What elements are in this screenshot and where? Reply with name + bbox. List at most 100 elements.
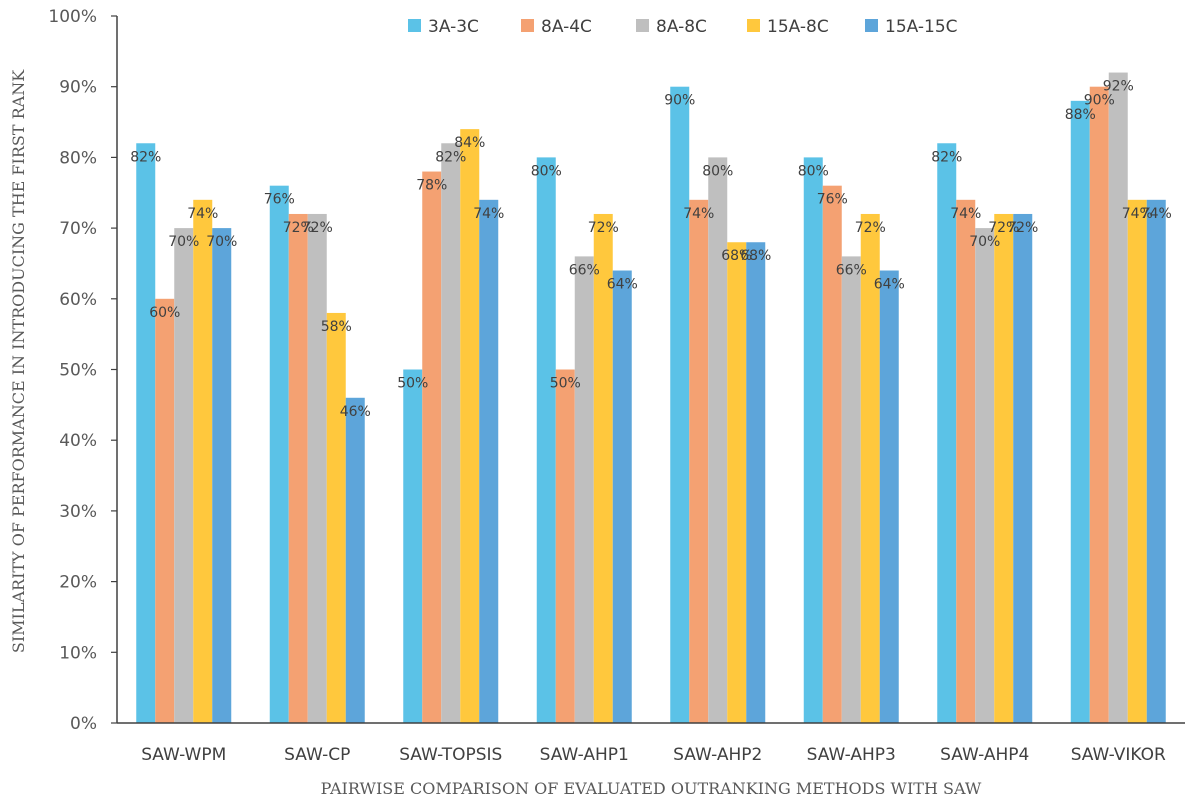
bar xyxy=(307,213,327,723)
bar xyxy=(1127,199,1147,723)
data-label: 82% xyxy=(435,149,466,165)
y-tick-label: 70% xyxy=(59,219,97,239)
x-category-label: SAW-CP xyxy=(284,745,350,765)
bar xyxy=(1089,86,1109,723)
bar xyxy=(403,369,423,723)
bar xyxy=(155,298,175,723)
data-label: 72% xyxy=(283,220,314,236)
data-label: 84% xyxy=(454,135,485,151)
y-tick-label: 80% xyxy=(59,148,97,168)
y-tick-label: 10% xyxy=(59,643,97,663)
bar xyxy=(460,129,480,723)
data-label: 68% xyxy=(721,248,752,264)
legend-swatch xyxy=(747,19,760,32)
y-tick-label: 40% xyxy=(59,431,97,451)
x-category-label: SAW-TOPSIS xyxy=(399,745,502,765)
data-label: 80% xyxy=(531,163,562,179)
data-label: 74% xyxy=(473,206,504,222)
bar xyxy=(822,185,842,723)
y-tick-label: 90% xyxy=(59,78,97,98)
bar xyxy=(479,199,499,723)
data-label: 78% xyxy=(416,178,447,194)
legend-label: 15A-15C xyxy=(885,17,958,37)
data-label: 64% xyxy=(607,277,638,293)
data-label: 88% xyxy=(1065,107,1096,123)
data-label: 64% xyxy=(874,277,905,293)
bar xyxy=(937,143,957,723)
data-label: 70% xyxy=(168,234,199,250)
data-label: 72% xyxy=(855,220,886,236)
bar xyxy=(841,256,861,723)
data-label: 66% xyxy=(569,262,600,278)
bar xyxy=(1013,213,1033,723)
bar xyxy=(269,185,289,723)
data-label: 74% xyxy=(950,206,981,222)
data-label: 50% xyxy=(397,376,428,392)
bar xyxy=(555,369,575,723)
x-category-label: SAW-AHP2 xyxy=(673,745,762,765)
y-tick-label: 60% xyxy=(59,290,97,310)
y-tick-label: 20% xyxy=(59,573,97,593)
legend-label: 15A-8C xyxy=(767,17,829,37)
data-label: 92% xyxy=(1103,79,1134,95)
bar xyxy=(345,397,365,723)
bar xyxy=(574,256,594,723)
x-category-label: SAW-WPM xyxy=(141,745,226,765)
x-category-label: SAW-VIKOR xyxy=(1071,745,1166,765)
bar xyxy=(670,86,690,723)
data-label: 70% xyxy=(206,234,237,250)
x-category-label: SAW-AHP3 xyxy=(807,745,896,765)
bar xyxy=(1070,100,1090,724)
x-axis-categories: SAW-WPM SAW-CP SAW-TOPSIS SAW-AHP1 SAW-AHP2 S… xyxy=(141,745,1166,765)
bars xyxy=(136,72,1166,724)
x-category-label: SAW-AHP1 xyxy=(540,745,629,765)
bar xyxy=(746,242,766,724)
bar xyxy=(803,157,823,723)
legend-swatch xyxy=(408,19,421,32)
legend-label: 8A-8C xyxy=(656,17,707,37)
bar xyxy=(422,171,442,724)
bar xyxy=(956,199,976,723)
bar xyxy=(326,312,346,723)
y-tick-label: 0% xyxy=(70,714,97,734)
legend-swatch xyxy=(865,19,878,32)
legend: 3A-3C 8A-4C 8A-8C 15A-8C 15A-15C xyxy=(408,17,958,37)
legend-swatch xyxy=(636,19,649,32)
data-label: 60% xyxy=(149,305,180,321)
y-tick-label: 50% xyxy=(59,361,97,381)
bar xyxy=(860,213,880,723)
data-label: 76% xyxy=(264,192,295,208)
bar xyxy=(975,228,995,723)
y-tick-label: 30% xyxy=(59,502,97,522)
data-labels: 82%60%70%74%70%76%72%72%58%46%50%78%82%8… xyxy=(130,79,1172,420)
data-label: 70% xyxy=(969,234,1000,250)
data-label: 76% xyxy=(817,192,848,208)
data-label: 66% xyxy=(836,262,867,278)
data-label: 82% xyxy=(931,149,962,165)
bar xyxy=(689,199,709,723)
data-label: 58% xyxy=(321,319,352,335)
bar xyxy=(727,242,747,724)
bar xyxy=(593,213,613,723)
bar xyxy=(879,270,899,723)
data-label: 72% xyxy=(1007,220,1038,236)
bar xyxy=(136,143,156,723)
bar xyxy=(441,143,461,723)
bar xyxy=(1108,72,1128,723)
x-category-label: SAW-AHP4 xyxy=(940,745,1029,765)
bar xyxy=(212,228,232,723)
data-label: 74% xyxy=(1122,206,1153,222)
data-label: 74% xyxy=(683,206,714,222)
data-label: 74% xyxy=(1141,206,1172,222)
data-label: 72% xyxy=(302,220,333,236)
data-label: 80% xyxy=(702,163,733,179)
data-label: 46% xyxy=(340,404,371,420)
data-label: 80% xyxy=(798,163,829,179)
data-label: 72% xyxy=(988,220,1019,236)
bar xyxy=(1146,199,1166,723)
y-axis-ticks: 0% 10% 20% 30% 40% 50% 60% 70% 80% 90% 100% xyxy=(48,7,117,734)
legend-label: 3A-3C xyxy=(428,17,479,37)
data-label: 90% xyxy=(1084,93,1115,109)
data-label: 90% xyxy=(664,93,695,109)
